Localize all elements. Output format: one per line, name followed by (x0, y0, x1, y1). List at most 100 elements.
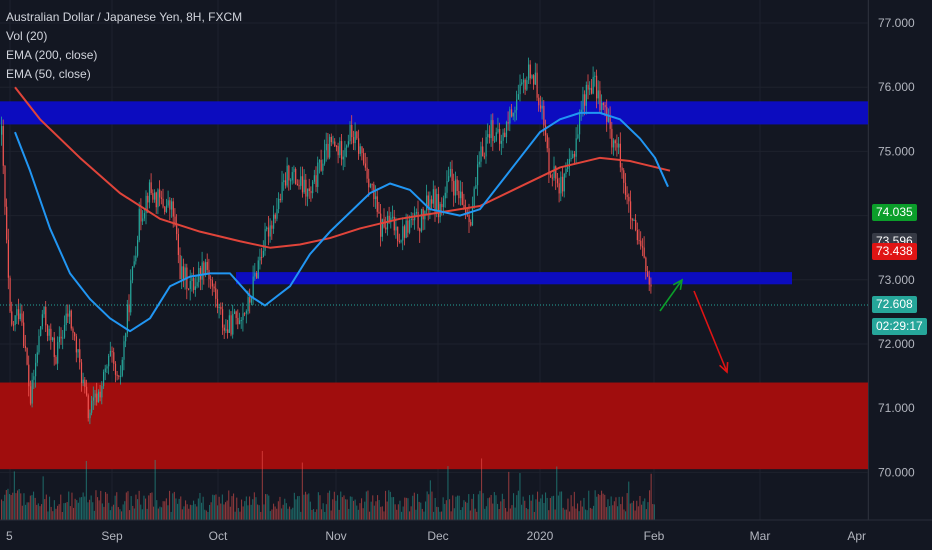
candle-body (19, 313, 21, 320)
volume-bar (61, 511, 63, 520)
volume-bar (177, 503, 179, 520)
candle-body (290, 180, 292, 182)
volume-bar (361, 498, 363, 520)
volume-bar (324, 511, 326, 520)
symbol-title[interactable]: Australian Dollar / Japanese Yen, 8H, FX… (6, 10, 243, 24)
volume-bar (634, 510, 636, 520)
x-tick-label: Sep (101, 529, 123, 543)
candle-body (623, 170, 625, 183)
volume-bar (615, 497, 617, 520)
candle-body (483, 156, 485, 158)
volume-bar (565, 509, 567, 520)
volume-bar (417, 493, 419, 520)
candle-body (609, 117, 611, 129)
volume-indicator-label[interactable]: Vol (20) (6, 29, 48, 43)
candle-body (305, 179, 307, 197)
candle-body (641, 246, 644, 248)
volume-bar (218, 496, 220, 520)
candle-body (216, 298, 219, 308)
volume-bar (604, 494, 606, 520)
volume-bar (618, 496, 620, 520)
volume-bar (221, 494, 223, 520)
ema50-indicator-label[interactable]: EMA (50, close) (6, 67, 91, 81)
candle-body (279, 198, 281, 201)
volume-bar (457, 495, 459, 520)
candle-body (604, 105, 606, 108)
candle-body (65, 313, 67, 325)
candle-body (232, 313, 234, 335)
volume-bar (340, 491, 342, 520)
candle-body (135, 255, 137, 262)
candle-body (240, 319, 242, 321)
volume-bar (45, 494, 47, 520)
candle-body (94, 393, 96, 398)
candle-body (429, 199, 431, 210)
volume-bar (145, 498, 147, 520)
candle-body (409, 219, 411, 233)
volume-bar (233, 493, 235, 520)
volume-bar (193, 500, 195, 520)
candle-body (395, 226, 397, 231)
volume-bar (421, 508, 423, 520)
volume-bar (530, 500, 532, 520)
candle-body (310, 191, 312, 194)
candle-body (125, 333, 127, 342)
candle-body (205, 262, 207, 275)
volume-bar (261, 450, 263, 520)
candle-body (14, 315, 16, 326)
candle-body (327, 143, 329, 158)
volume-bar (389, 491, 391, 520)
candle-body (354, 131, 356, 144)
volume-bar (383, 511, 385, 520)
volume-bar (428, 494, 430, 520)
candle-body (565, 168, 567, 174)
candle-body (188, 288, 190, 290)
candle-body (531, 75, 533, 79)
volume-bar (258, 505, 260, 520)
candle-body (273, 214, 275, 229)
volume-bar (481, 458, 483, 520)
candle-body (449, 168, 451, 177)
volume-bar (332, 499, 334, 520)
volume-bar (482, 493, 484, 520)
candle-body (437, 194, 440, 218)
candle-body (145, 195, 147, 214)
volume-bar (548, 510, 550, 520)
volume-bar (609, 506, 611, 520)
candle-body (650, 284, 652, 287)
candle-body (358, 138, 360, 154)
volume-bar (314, 511, 316, 520)
candle-body (2, 126, 4, 166)
x-tick-label: Dec (427, 529, 448, 543)
candle-body (92, 397, 94, 401)
volume-bar (204, 509, 206, 520)
volume-bar (575, 508, 577, 520)
candle-body (509, 109, 511, 124)
candle-body (368, 178, 370, 188)
volume-bar (20, 493, 22, 520)
volume-bar (277, 501, 279, 520)
candle-body (189, 280, 191, 289)
volume-bar (37, 503, 39, 520)
volume-bar (628, 481, 630, 520)
candle-body (375, 196, 377, 200)
volume-bar (601, 490, 603, 520)
candle-body (244, 313, 246, 315)
candle-body (618, 143, 620, 148)
volume-bar (100, 490, 102, 520)
candle-body (335, 146, 338, 148)
candle-body (624, 182, 627, 195)
candle-body (237, 317, 239, 325)
volume-bar (581, 506, 583, 520)
ema200-indicator-label[interactable]: EMA (200, close) (6, 48, 98, 62)
candle-body (137, 240, 139, 256)
candle-body (176, 225, 178, 235)
candle-body (647, 271, 649, 277)
volume-bar (169, 490, 171, 520)
volume-bar (311, 509, 313, 520)
candle-body (62, 337, 64, 339)
volume-bar (101, 503, 103, 520)
volume-bar (236, 497, 238, 520)
volume-bar (108, 502, 110, 520)
